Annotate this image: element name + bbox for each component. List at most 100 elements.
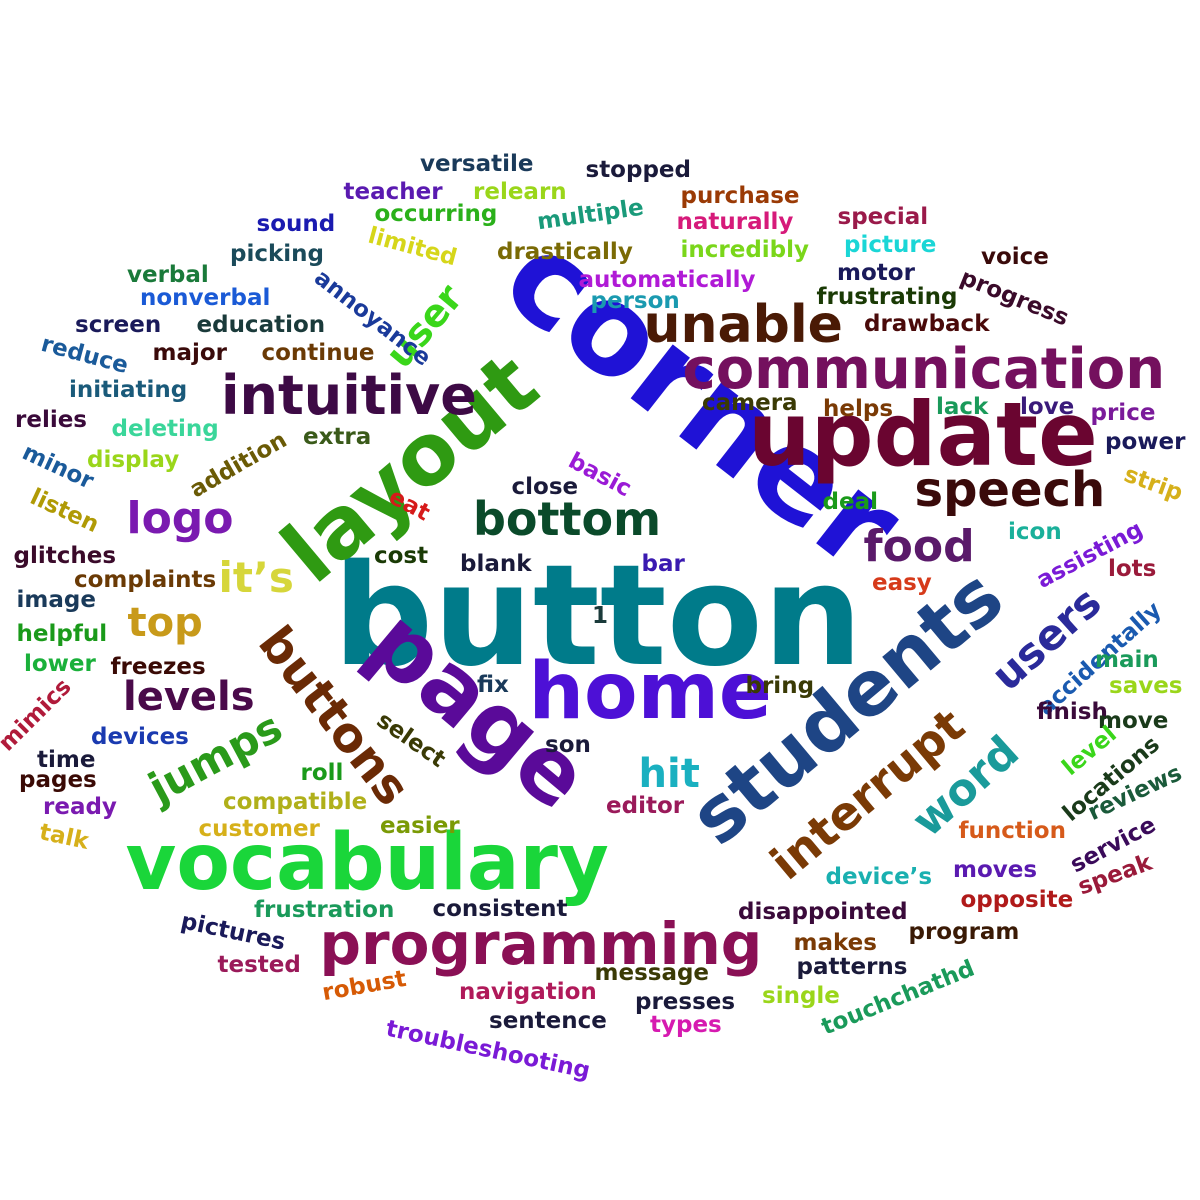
word-17: bottom: [473, 492, 662, 546]
word-40: voice: [981, 243, 1049, 270]
word-29: relearn: [473, 178, 567, 205]
word-130: presses: [635, 988, 736, 1015]
word-129: navigation: [459, 978, 597, 1005]
word-22: top: [127, 600, 203, 646]
word-91: fix: [477, 671, 509, 698]
word-66: minor: [17, 438, 98, 495]
word-71: close: [511, 473, 579, 500]
word-56: initiating: [69, 376, 188, 403]
word-88: main: [1095, 646, 1159, 673]
word-119: disappointed: [738, 898, 908, 925]
word-48: frustrating: [816, 283, 958, 310]
word-126: patterns: [796, 953, 908, 980]
word-82: easy: [872, 569, 932, 596]
word-18: food: [863, 521, 975, 572]
word-107: compatible: [223, 788, 368, 815]
word-125: message: [594, 959, 710, 986]
word-83: lots: [1108, 555, 1157, 582]
word-49: nonverbal: [140, 284, 271, 311]
word-65: power: [1105, 428, 1186, 455]
word-58: helps: [823, 395, 894, 422]
word-43: motor: [837, 259, 915, 286]
word-0: button: [333, 535, 863, 698]
word-64: extra: [303, 423, 372, 450]
word-62: relies: [15, 406, 87, 433]
word-11: unable: [643, 295, 843, 355]
word-132: sentence: [489, 1007, 607, 1034]
word-7: vocabulary: [125, 818, 609, 908]
word-99: son: [545, 731, 591, 758]
word-93: saves: [1109, 672, 1183, 699]
word-60: love: [1020, 393, 1075, 420]
word-108: editor: [606, 792, 685, 819]
word-79: icon: [1008, 518, 1062, 545]
word-42: automatically: [578, 266, 756, 293]
word-133: types: [650, 1011, 722, 1038]
word-31: occurring: [374, 200, 498, 227]
word-114: device’s: [825, 863, 933, 890]
word-78: bar: [641, 550, 685, 577]
word-113: talk: [36, 818, 91, 855]
word-85: 1: [592, 602, 609, 629]
word-122: makes: [793, 929, 877, 956]
word-9: communication: [682, 337, 1166, 402]
word-92: bring: [745, 672, 815, 699]
word-124: tested: [217, 951, 301, 978]
word-74: deal: [822, 488, 878, 515]
word-54: major: [152, 339, 228, 366]
word-106: ready: [43, 793, 117, 820]
word-110: easier: [380, 812, 460, 839]
word-76: cost: [374, 542, 429, 569]
word-52: drawback: [864, 310, 990, 337]
word-104: pages: [19, 766, 97, 793]
word-14: speech: [914, 462, 1106, 518]
word-68: display: [87, 446, 180, 473]
word-96: move: [1098, 707, 1169, 734]
word-8: programming: [319, 910, 763, 978]
word-90: freezes: [110, 653, 206, 680]
word-27: stopped: [585, 156, 691, 183]
word-63: deleting: [111, 415, 219, 442]
word-81: complaints: [74, 566, 217, 593]
word-19: logo: [126, 493, 234, 544]
word-97: devices: [91, 723, 189, 750]
word-95: finish: [1036, 698, 1108, 725]
word-89: lower: [24, 650, 96, 677]
word-23: it’s: [218, 553, 294, 602]
word-2: update: [748, 383, 1098, 486]
word-30: purchase: [680, 182, 800, 209]
word-87: helpful: [16, 620, 108, 647]
word-5: home: [528, 647, 772, 737]
word-120: opposite: [960, 886, 1074, 913]
word-35: sound: [256, 210, 336, 237]
word-84: image: [16, 586, 96, 613]
word-118: consistent: [432, 895, 568, 922]
word-36: limited: [364, 222, 460, 271]
word-111: function: [958, 817, 1066, 844]
word-53: reduce: [37, 330, 131, 379]
word-115: moves: [953, 856, 1038, 883]
word-72: listen: [26, 483, 103, 538]
word-51: education: [196, 311, 326, 338]
word-70: strip: [1120, 460, 1187, 507]
word-45: verbal: [127, 261, 209, 288]
word-109: customer: [198, 815, 320, 842]
word-39: picture: [844, 231, 937, 258]
word-94: mimics: [0, 673, 77, 757]
word-21: levels: [123, 674, 255, 720]
word-75: glitches: [13, 542, 117, 569]
word-59: lack: [936, 393, 989, 420]
word-55: continue: [261, 339, 375, 366]
word-77: blank: [460, 550, 532, 577]
word-50: screen: [75, 311, 162, 338]
word-25: hit: [638, 751, 700, 797]
word-41: picking: [230, 240, 324, 267]
word-28: teacher: [343, 178, 443, 205]
word-47: person: [590, 287, 680, 314]
word-61: price: [1090, 399, 1156, 426]
word-33: naturally: [676, 208, 794, 235]
word-123: program: [908, 918, 1020, 945]
word-37: drastically: [497, 238, 633, 265]
word-26: versatile: [420, 150, 534, 177]
